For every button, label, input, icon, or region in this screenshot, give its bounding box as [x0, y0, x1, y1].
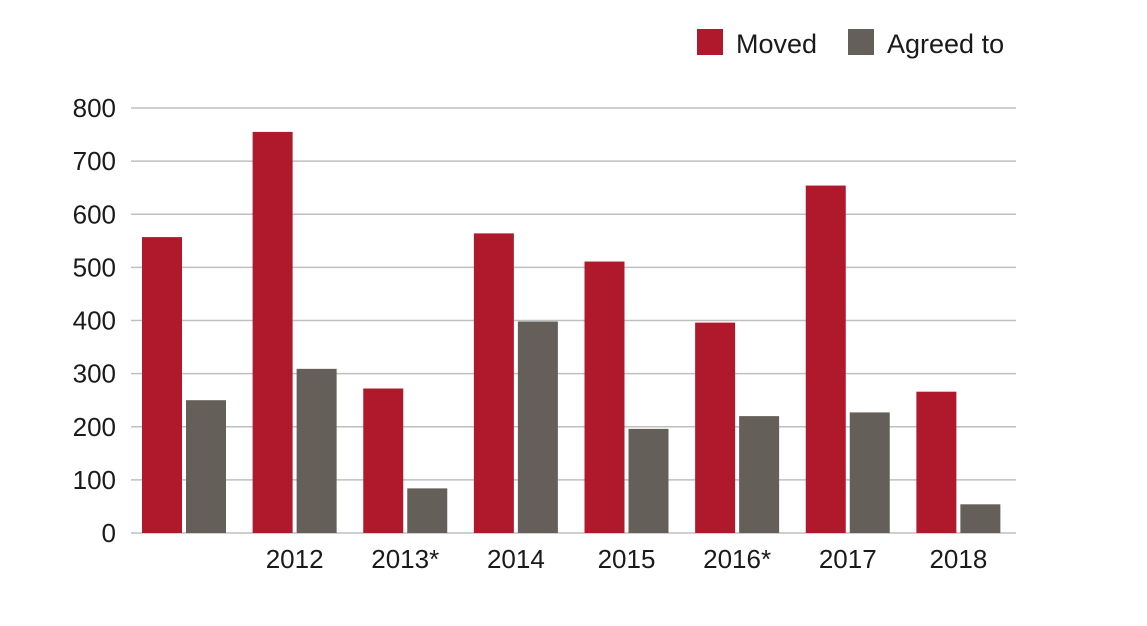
bar-moved [916, 391, 957, 533]
legend: Moved Agreed to [697, 29, 1004, 59]
bar-agreed-to [849, 412, 890, 533]
bar-moved [584, 261, 625, 533]
x-tick-label: 2018 [929, 544, 987, 574]
bar-agreed-to [407, 488, 448, 533]
legend-label-moved: Moved [736, 29, 817, 59]
y-tick-label: 400 [73, 306, 116, 336]
x-tick-label: 2017 [819, 544, 877, 574]
legend-swatch-moved [697, 29, 723, 55]
y-tick-label: 700 [73, 146, 116, 176]
bars [142, 131, 1001, 533]
x-tick-label: 2013* [371, 544, 439, 574]
x-axis-ticks: 2012 2013* 2014 2015 2016* 2017 2018 [266, 544, 988, 574]
y-tick-label: 0 [102, 518, 116, 548]
x-tick-label: 2015 [598, 544, 656, 574]
bar-moved [363, 388, 404, 533]
y-tick-label: 300 [73, 359, 116, 389]
y-tick-label: 200 [73, 412, 116, 442]
bar-moved [473, 233, 514, 533]
bar-moved [142, 237, 182, 533]
bar-agreed-to [628, 428, 669, 533]
bar-agreed-to [517, 321, 558, 533]
bar-moved [695, 322, 736, 533]
y-tick-label: 600 [73, 199, 116, 229]
bar-agreed-to [739, 416, 780, 533]
y-tick-label: 100 [73, 465, 116, 495]
bar-moved [252, 131, 293, 533]
y-tick-label: 500 [73, 252, 116, 282]
x-tick-label: 2014 [487, 544, 545, 574]
x-tick-label: 2012 [266, 544, 324, 574]
bar-agreed-to [186, 400, 226, 533]
bar-agreed-to [960, 504, 1001, 533]
bar-moved [805, 185, 846, 533]
y-axis-ticks: 0 100 200 300 400 500 600 700 800 [73, 93, 116, 548]
x-tick-label: 2016* [703, 544, 771, 574]
legend-label-agreed-to: Agreed to [887, 29, 1004, 59]
y-tick-label: 800 [73, 93, 116, 123]
bar-agreed-to [296, 368, 337, 533]
legend-swatch-agreed-to [848, 29, 874, 55]
